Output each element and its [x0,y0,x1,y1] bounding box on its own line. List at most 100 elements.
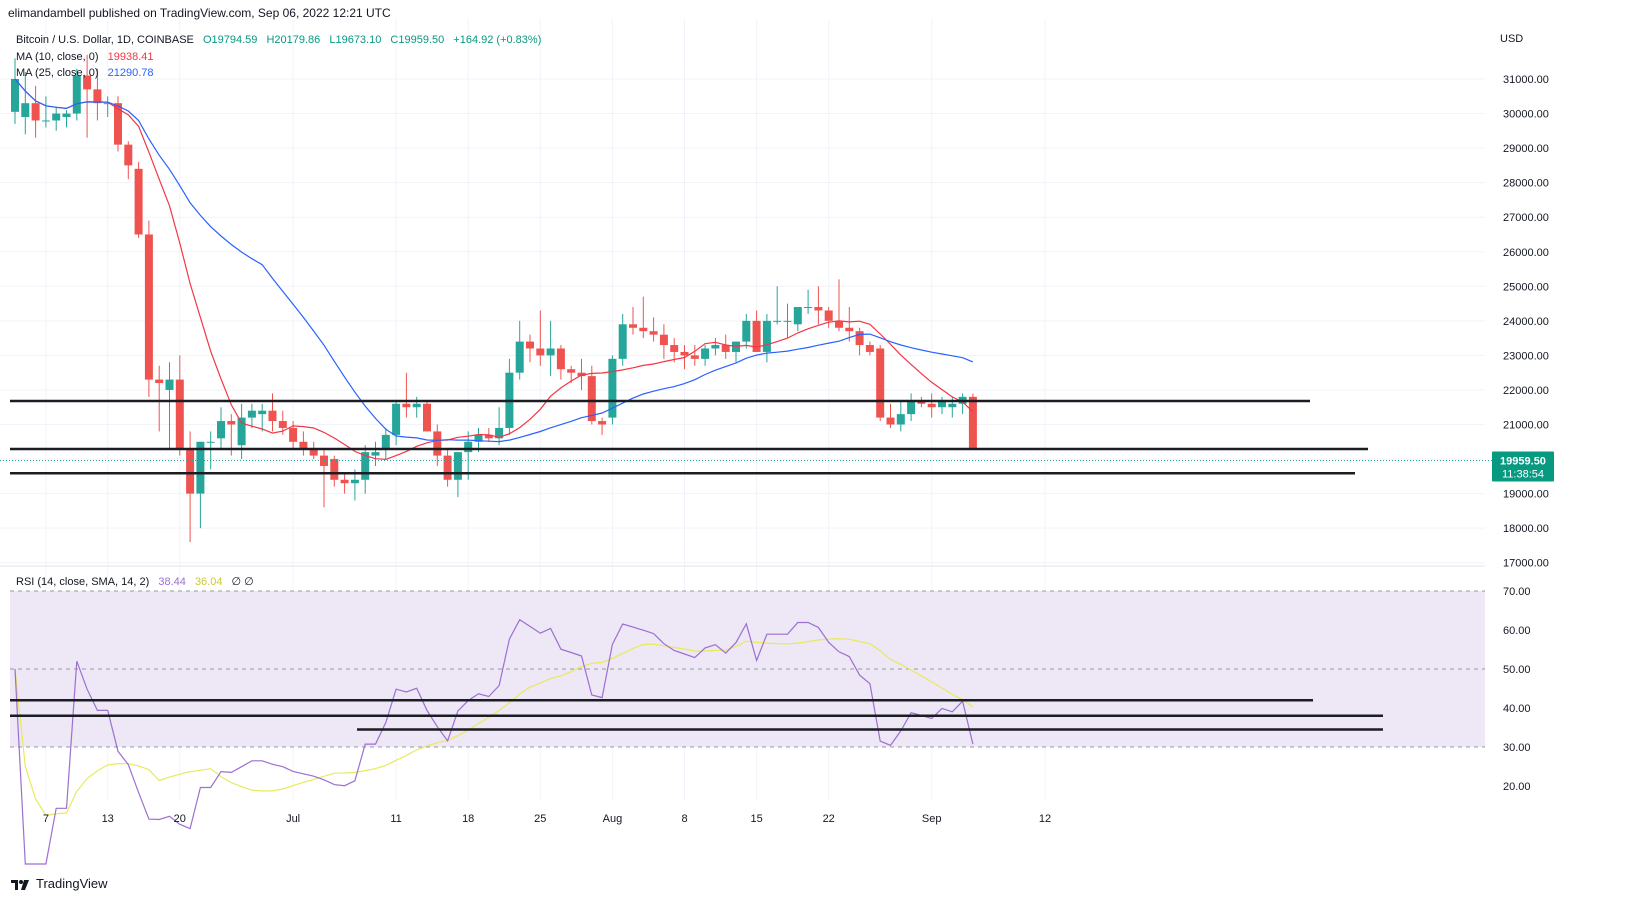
candle-body [793,307,802,325]
rsi-label: RSI (14, close, SMA, 14, 2) [16,576,150,588]
candle-body [227,421,236,425]
time-tick-label: 15 [750,813,762,825]
candle-body [144,234,153,380]
candle-body [690,355,699,359]
time-tick-label: 12 [1039,813,1051,825]
candle-body [649,331,658,335]
ma25-line [14,78,974,443]
rsi-sma-value: 36.04 [194,576,223,588]
candle-body [52,113,61,121]
price-axis-currency: USD [1500,33,1523,45]
candle-body [155,379,164,384]
candle-body [546,348,555,356]
candle-body [289,427,298,442]
candle-body [886,417,895,425]
candle-body [278,421,287,428]
candle-body [206,441,215,443]
rsi-tick-label: 30.00 [1503,742,1531,754]
candle-body [495,427,504,439]
candle-body [577,372,586,377]
candle-body [371,452,380,456]
candle-body [938,400,946,408]
candle-body [423,403,431,432]
candle-body [299,441,308,449]
candle-body [124,144,133,166]
candle-body [587,376,596,422]
price-tick-label: 17000.00 [1503,558,1549,570]
candle-body [680,351,689,356]
rsi-tick-label: 40.00 [1503,703,1531,715]
countdown-label: 11:38:54 [1502,468,1544,480]
candle-body [381,434,390,449]
ma25-legend: MA (25, close, 0) 21290.78 [16,67,160,79]
candle-body [392,403,401,435]
candle-body [453,452,462,480]
time-tick-label: Sep [922,813,942,825]
candle-body [598,421,607,425]
candle-body [72,75,81,114]
candle-body [340,479,349,484]
last-price-label: 19959.50 [1500,455,1546,467]
ma25-label: MA (25, close, 0) [16,67,99,79]
candle-body [927,403,936,408]
candle-body [721,345,730,352]
candle-body [41,120,50,122]
rsi-tick-label: 70.00 [1503,586,1531,598]
time-tick-label: 8 [681,813,687,825]
candle-body [907,400,916,415]
publisher-text: elimandambell published on TradingView.c… [8,6,391,20]
close-value: C19959.50 [390,34,445,46]
rsi-tick-label: 20.00 [1503,781,1531,793]
candle-body [268,410,277,422]
candle-body [83,75,92,90]
candle-body [773,320,782,322]
candle-body [11,79,19,112]
candle-body [175,379,184,449]
price-tick-label: 28000.00 [1503,178,1549,190]
candle-body [752,320,761,352]
candle-body [670,345,679,352]
candle-body [556,348,565,370]
candle-body [701,348,710,359]
candle-body [968,396,977,449]
candle-body [536,348,545,356]
ma10-value: 19938.41 [107,51,154,63]
candle-body [814,307,823,311]
candle-body [608,358,617,418]
time-tick-label: 22 [823,813,835,825]
candle-body [464,441,473,453]
candle-body [567,369,576,373]
candle-body [165,379,174,390]
candle-body [845,327,854,332]
time-tick-label: 25 [534,813,546,825]
price-tick-label: 25000.00 [1503,281,1549,293]
time-tick-label: 7 [43,813,49,825]
candle-body [948,403,957,408]
candle-body [474,434,483,442]
open-value: O19794.59 [202,34,258,46]
low-value: L19673.10 [329,34,382,46]
candle-body [62,113,71,118]
candle-body [433,431,442,456]
candle-body [237,417,246,446]
tradingview-footer[interactable]: TradingView [10,876,108,891]
candle-body [217,421,225,439]
price-tick-label: 26000.00 [1503,247,1549,259]
symbol-title: Bitcoin / U.S. Dollar, 1D, COINBASE [16,34,194,46]
time-tick-label: Aug [603,813,623,825]
candle-body [412,403,421,408]
rsi-tick-label: 60.00 [1503,625,1531,637]
candle-body [804,307,813,309]
rsi-tick-label: 50.00 [1503,664,1531,676]
candle-body [515,341,524,373]
candle-body [186,448,195,494]
candle-body [835,320,843,328]
last-price-badge [1492,451,1554,482]
price-tick-label: 23000.00 [1503,350,1549,362]
change-value: +164.92 (+0.83%) [453,34,542,46]
price-tick-label: 18000.00 [1503,523,1549,535]
candle-body [824,310,833,321]
price-tick-label: 21000.00 [1503,420,1549,432]
candle-body [762,320,771,352]
